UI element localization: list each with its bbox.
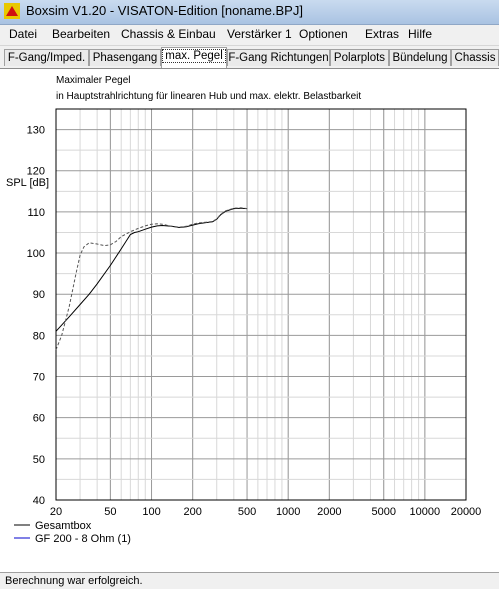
spl-chart: 40 50 60 70 80 90 100 110 120 130 20 50 100 200 500 100… xyxy=(14,108,482,545)
x-tick-label: 1000 xyxy=(276,506,300,518)
tab-bar: F-Gang/Imped. Phasengang max. Pegel F-Ga… xyxy=(0,46,499,69)
menu-datei[interactable]: Datei xyxy=(9,27,38,41)
x-tick-label: 500 xyxy=(238,506,256,518)
series-line-2 xyxy=(55,207,248,350)
tab-polarplots[interactable]: Polarplots xyxy=(330,49,389,66)
tab-max-pegel[interactable]: max. Pegel xyxy=(161,47,227,68)
chart-subtitle: in Hauptstrahlrichtung für linearen Hub … xyxy=(56,91,362,102)
x-tick-label: 100 xyxy=(142,506,160,518)
app-icon xyxy=(4,3,20,19)
y-tick-label: 130 xyxy=(27,125,45,137)
x-tick-label: 200 xyxy=(183,506,201,518)
window-title: Boxsim V1.20 - VISATON-Edition [noname.B… xyxy=(26,3,303,18)
tab-label: Bündelung xyxy=(392,52,448,64)
legend-label: Gesamtbox xyxy=(35,520,92,532)
plot-frame xyxy=(55,108,467,501)
status-bar: Berechnung war erfolgreich. xyxy=(0,572,499,589)
tab-fgang-imped[interactable]: F-Gang/Imped. xyxy=(4,49,89,66)
y-axis-label: SPL [dB] xyxy=(6,177,50,189)
tab-label: F-Gang Richtungen xyxy=(228,52,329,64)
y-tick-label: 60 xyxy=(33,413,45,425)
x-tick-label: 20 xyxy=(50,506,62,518)
menu-extras[interactable]: Extras xyxy=(365,27,400,41)
menu-hilfe[interactable]: Hilfe xyxy=(408,27,433,41)
tab-label: F-Gang/Imped. xyxy=(7,52,86,64)
tab-label: Chassis xyxy=(454,52,496,64)
tab-fgang-richtungen[interactable]: F-Gang Richtungen xyxy=(227,49,330,66)
tab-phasengang[interactable]: Phasengang xyxy=(89,49,161,66)
tab-label: Polarplots xyxy=(333,52,386,64)
y-tick-label: 80 xyxy=(33,330,45,342)
menu-chassis-einbau[interactable]: Chassis & Einbau xyxy=(121,27,216,41)
menu-optionen[interactable]: Optionen xyxy=(299,27,348,41)
title-bar: Boxsim V1.20 - VISATON-Edition [noname.B… xyxy=(0,0,499,25)
menu-bearbeiten[interactable]: Bearbeiten xyxy=(52,27,111,41)
menu-bar: Datei Bearbeiten Chassis & Einbau Verstä… xyxy=(0,25,499,46)
chart-panel: Maximaler Pegel in Hauptstrahlrichtung f… xyxy=(0,69,499,572)
x-tick-label: 20000 xyxy=(451,506,482,518)
y-tick-label: 110 xyxy=(27,207,45,219)
x-tick-label: 10000 xyxy=(410,506,441,518)
x-tick-label: 2000 xyxy=(317,506,341,518)
y-tick-label: 50 xyxy=(33,454,45,466)
tab-label: Phasengang xyxy=(92,52,158,64)
y-tick-label: 90 xyxy=(33,289,45,301)
y-tick-label: 70 xyxy=(33,372,45,384)
tab-label: max. Pegel xyxy=(162,49,226,63)
chart-title: Maximaler Pegel xyxy=(56,75,131,86)
x-tick-label: 5000 xyxy=(371,506,395,518)
y-tick-label: 40 xyxy=(33,495,45,507)
menu-verstaerker[interactable]: Verstärker 1 xyxy=(227,27,292,41)
legend-label: GF 200 - 8 Ohm (1) xyxy=(35,533,131,545)
x-tick-label: 50 xyxy=(104,506,116,518)
y-tick-label: 100 xyxy=(27,248,45,260)
tab-chassis[interactable]: Chassis xyxy=(451,49,499,66)
y-tick-label: 120 xyxy=(27,166,45,178)
tab-buendelung[interactable]: Bündelung xyxy=(389,49,451,66)
